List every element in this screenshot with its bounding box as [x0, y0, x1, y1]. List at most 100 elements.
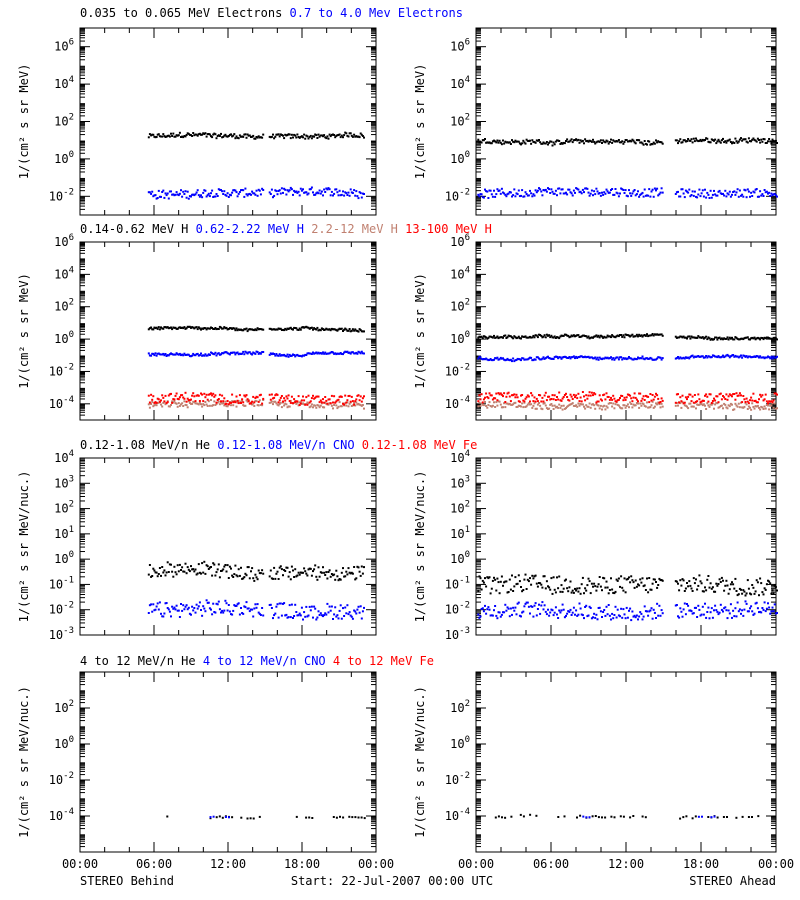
data-point	[769, 357, 772, 360]
data-point	[497, 190, 500, 192]
data-point	[701, 605, 704, 608]
data-point	[347, 395, 350, 397]
data-point	[257, 188, 260, 191]
data-point	[655, 333, 657, 336]
data-point	[656, 357, 659, 360]
data-point	[711, 400, 714, 402]
data-point	[758, 356, 760, 359]
data-point	[691, 395, 694, 398]
data-point	[725, 195, 728, 198]
data-point	[725, 609, 728, 612]
data-point	[642, 585, 645, 588]
data-point	[535, 407, 538, 410]
data-point	[637, 618, 639, 621]
data-point	[551, 144, 554, 147]
data-point	[312, 351, 314, 354]
data-point	[346, 401, 349, 404]
data-point	[722, 137, 724, 140]
data-point	[565, 392, 567, 395]
data-point	[746, 579, 749, 582]
data-point	[652, 141, 655, 144]
data-point	[333, 352, 336, 355]
data-point	[558, 140, 561, 142]
data-point	[746, 356, 749, 359]
data-point	[191, 394, 194, 397]
data-point	[539, 188, 542, 191]
data-point	[736, 188, 739, 191]
data-point	[340, 193, 343, 196]
data-point	[707, 575, 710, 577]
y-tick-label: 100	[450, 550, 470, 566]
data-point	[558, 575, 561, 578]
data-point	[235, 604, 238, 607]
data-point	[174, 608, 177, 611]
data-point	[195, 573, 198, 576]
data-point	[651, 188, 654, 191]
data-point	[233, 189, 236, 192]
data-point	[540, 400, 543, 403]
data-point	[527, 140, 530, 142]
data-point	[585, 356, 588, 359]
data-point	[202, 354, 205, 357]
data-point	[254, 399, 257, 402]
data-point	[294, 327, 297, 329]
series-1	[477, 600, 778, 622]
data-point	[749, 338, 751, 341]
data-point	[148, 133, 151, 136]
data-point	[167, 394, 170, 397]
data-point	[504, 406, 507, 409]
data-point	[762, 399, 765, 402]
data-point	[171, 605, 174, 608]
data-point	[677, 404, 679, 407]
data-point	[762, 356, 765, 359]
data-point	[181, 394, 184, 397]
data-point	[581, 614, 584, 617]
data-point	[198, 571, 201, 574]
data-point	[583, 142, 585, 145]
data-point	[277, 578, 280, 580]
data-point	[257, 569, 260, 572]
data-point	[213, 400, 216, 403]
data-point	[598, 407, 601, 410]
data-point	[477, 193, 480, 196]
data-point	[538, 333, 540, 336]
data-point	[258, 612, 261, 615]
data-point	[332, 328, 334, 331]
data-point	[191, 193, 194, 196]
data-point	[308, 401, 311, 404]
data-point	[633, 586, 636, 589]
data-point	[611, 358, 614, 361]
data-point	[505, 195, 508, 198]
data-point	[641, 191, 644, 194]
data-point	[776, 142, 778, 144]
data-point	[494, 357, 497, 360]
data-point	[595, 401, 598, 404]
data-point	[234, 137, 237, 140]
data-point	[656, 586, 659, 589]
data-point	[653, 187, 656, 190]
data-point	[349, 614, 352, 617]
data-point	[592, 357, 594, 360]
data-point	[303, 354, 306, 357]
data-point	[495, 614, 498, 617]
data-point	[601, 191, 603, 194]
data-point	[761, 337, 764, 339]
data-point	[515, 406, 518, 408]
data-point	[621, 140, 624, 143]
data-point	[213, 395, 216, 398]
data-point	[773, 584, 776, 587]
data-point	[242, 404, 245, 407]
data-point	[516, 582, 519, 585]
plot-frame	[475, 27, 777, 216]
data-point	[593, 404, 596, 407]
data-point	[728, 138, 731, 141]
data-point	[284, 354, 287, 357]
data-point	[258, 399, 261, 402]
data-point	[257, 328, 260, 331]
data-point	[747, 355, 750, 358]
data-point	[278, 327, 281, 330]
data-point	[332, 574, 334, 577]
data-point	[741, 337, 744, 340]
data-point	[206, 398, 209, 401]
data-point	[604, 586, 607, 589]
